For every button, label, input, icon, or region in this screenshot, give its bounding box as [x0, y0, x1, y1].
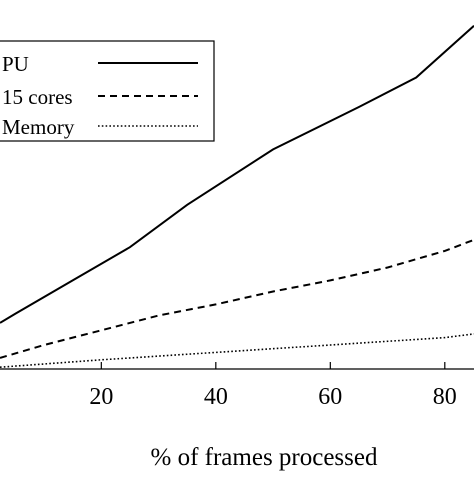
- series-group: [0, 25, 474, 368]
- x-tick-label: 80: [433, 384, 457, 410]
- axes: 20 40 60 80: [0, 362, 474, 410]
- legend-box: [0, 40, 215, 142]
- legend-label: 15 cores: [2, 85, 73, 109]
- x-axis-label: % of frames processed: [151, 444, 378, 471]
- series-line-0: [0, 25, 474, 324]
- series-line-2: [0, 333, 474, 368]
- legend: PU 15 cores Memory: [0, 40, 215, 142]
- series-line-1: [0, 238, 474, 359]
- legend-label: Memory: [2, 115, 75, 139]
- x-tick-label: 60: [318, 384, 342, 410]
- x-tick-label: 40: [204, 384, 228, 410]
- legend-label: PU: [2, 52, 29, 76]
- x-tick-label: 20: [89, 384, 113, 410]
